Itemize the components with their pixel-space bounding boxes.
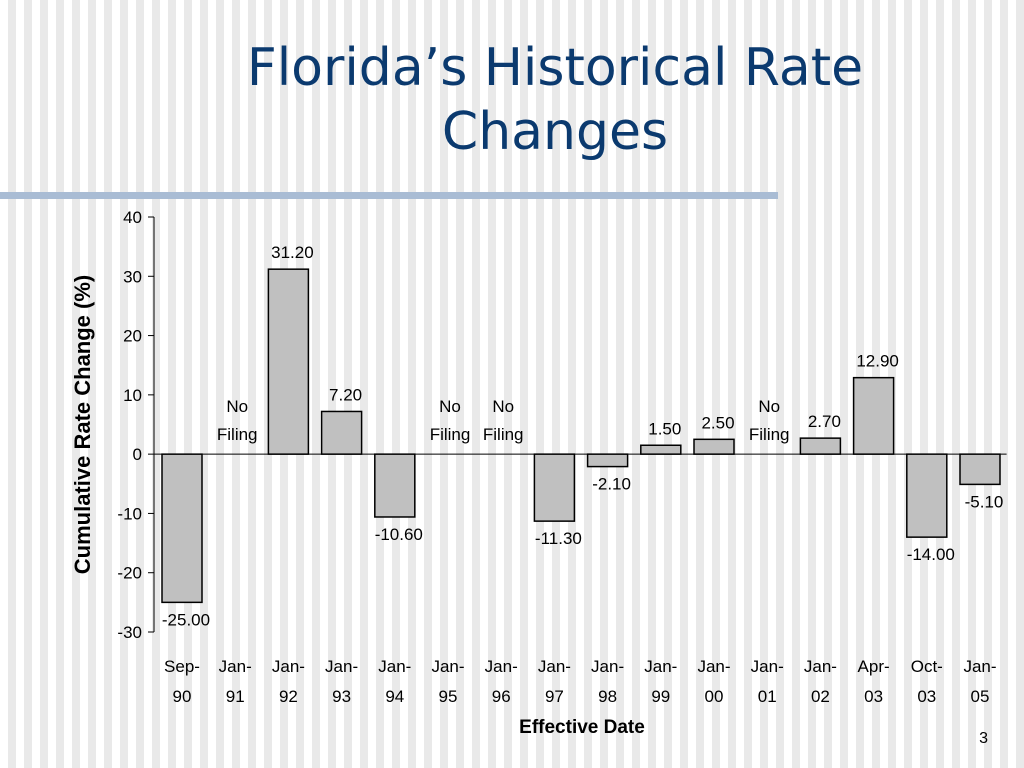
data-label: -14.00 [907,545,955,564]
x-tick-label: Sep- [164,657,200,676]
bar [374,453,416,518]
data-label: Filing [749,425,790,444]
bar [533,453,576,522]
x-tick-label: 92 [279,687,298,706]
data-label: Filing [430,425,471,444]
data-label: 31.20 [271,243,314,262]
bar [799,437,842,455]
x-tick-label: 05 [971,687,990,706]
bar [161,453,203,604]
x-tick-label: Jan- [378,657,411,676]
data-label: -5.10 [965,492,1004,511]
x-tick-label: Jan- [963,657,996,676]
data-label: -25.00 [162,610,210,629]
x-tick-label: 01 [758,687,777,706]
x-tick-label: Jan- [751,657,784,676]
x-tick-label: Jan- [538,657,571,676]
bar [693,438,735,455]
bar [906,453,948,538]
slide-title: Florida’s Historical Rate Changes [150,36,960,164]
bar [586,453,629,468]
y-tick-label: 30 [123,267,142,286]
x-tick-label: Jan- [325,657,358,676]
x-tick-label: 94 [385,687,404,706]
x-tick-label: 96 [492,687,511,706]
y-tick-label: 0 [133,445,142,464]
slide-number: 3 [979,730,988,747]
x-tick-label: Jan- [697,657,730,676]
data-label: No [492,397,514,416]
data-label: 2.50 [701,413,734,432]
data-label: -11.30 [535,529,582,548]
x-tick-label: 02 [811,687,830,706]
x-tick-label: 90 [173,687,192,706]
data-label: 12.90 [856,352,899,371]
data-label: Filing [483,425,524,444]
y-tick-label: 20 [123,327,142,346]
y-tick-label: 10 [123,386,142,405]
x-tick-label: 95 [439,687,458,706]
x-tick-label: Jan- [591,657,624,676]
data-label: Filing [217,425,258,444]
x-tick-label: Jan- [272,657,305,676]
title-divider [0,192,778,199]
x-tick-label: Oct- [911,657,943,676]
slide-title-line-2: Changes [441,102,669,162]
x-tick-label: 93 [332,687,351,706]
x-tick-label: Jan- [804,657,837,676]
x-tick-label: 97 [545,687,564,706]
x-tick-label: 99 [651,687,670,706]
x-tick-label: 00 [705,687,724,706]
data-label: No [758,397,780,416]
data-label: -2.10 [592,475,631,494]
x-tick-label: 03 [917,687,936,706]
x-tick-label: 91 [226,687,245,706]
y-tick-label: -20 [117,564,142,583]
bar [959,453,1001,486]
bar [267,268,310,455]
data-label: -10.60 [375,525,423,544]
bar [640,444,682,455]
data-label: No [439,397,461,416]
x-tick-label: Jan- [431,657,464,676]
bar [320,410,363,455]
y-tick-label: 40 [123,208,142,227]
x-tick-label: Jan- [485,657,518,676]
y-tick-label: -10 [117,504,142,523]
x-tick-label: Apr- [858,657,890,676]
slide-title-line-1: Florida’s Historical Rate [246,38,864,98]
x-tick-label: 98 [598,687,617,706]
x-tick-label: 03 [864,687,883,706]
x-tick-label: Jan- [219,657,252,676]
y-axis-title: Cumulative Rate Change (%) [70,275,95,575]
x-tick-label: Jan- [644,657,677,676]
data-label: No [226,397,248,416]
data-label: 7.20 [329,385,362,404]
bar [852,376,895,455]
data-label: 2.70 [808,412,841,431]
y-tick-label: -30 [117,623,142,642]
data-label: 1.50 [648,419,681,438]
x-axis-title: Effective Date [519,717,645,738]
